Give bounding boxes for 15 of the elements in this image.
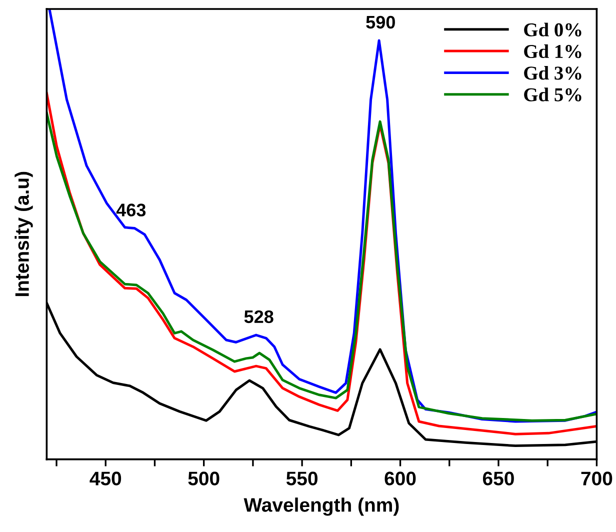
- legend-label: Gd 0%: [524, 22, 582, 36]
- legend-label: Gd 1%: [524, 44, 582, 58]
- x-axis-title: Wavelength (nm): [244, 498, 399, 516]
- x-tick-label: 500: [188, 472, 220, 486]
- x-tick-label: 550: [286, 472, 318, 486]
- y-axis-title: Intensity (a.u): [14, 172, 33, 296]
- legend-label: Gd 3%: [524, 66, 582, 80]
- annotation: 590: [366, 16, 395, 29]
- x-tick-label: 700: [581, 472, 612, 486]
- x-tick-label: 600: [384, 472, 416, 486]
- annotation: 528: [244, 310, 274, 324]
- x-tick-label: 650: [482, 472, 514, 486]
- legend-label: Gd 5%: [524, 88, 582, 102]
- x-tick-label: 450: [90, 472, 122, 486]
- annotation: 463: [116, 204, 146, 216]
